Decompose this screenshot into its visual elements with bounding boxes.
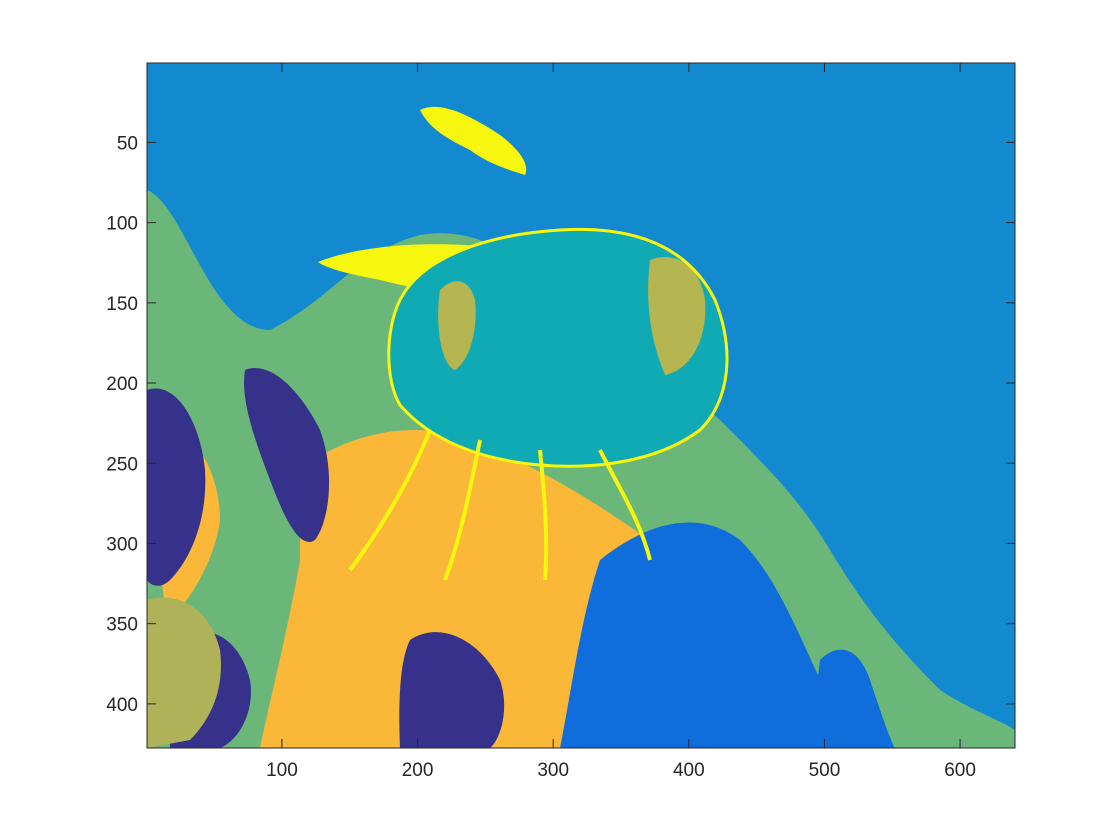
bee-antenna xyxy=(420,106,527,175)
segmented-image xyxy=(147,63,1015,748)
bee-outline xyxy=(387,227,729,468)
y-tick-label: 250 xyxy=(106,454,138,475)
bee-body xyxy=(388,229,727,467)
dark-petals-1 xyxy=(147,388,206,586)
x-tick-label: 400 xyxy=(673,760,705,781)
y-tick-label: 300 xyxy=(106,534,138,555)
x-tick-label: 100 xyxy=(266,760,298,781)
x-axis: 100 200 300 400 500 600 xyxy=(266,63,976,781)
axes-box xyxy=(146,62,1016,749)
dark-petals-2 xyxy=(244,368,330,542)
y-axis: 50 100 150 200 250 300 350 400 xyxy=(106,133,1015,716)
y-tick-label: 150 xyxy=(106,294,138,315)
y-tick-label: 100 xyxy=(106,214,138,235)
bee-thorax-shadow xyxy=(438,281,476,370)
y-tick-label: 350 xyxy=(106,615,138,636)
blue-petals xyxy=(560,522,880,748)
olive-patch xyxy=(147,597,221,748)
x-tick-label: 600 xyxy=(944,760,976,781)
bee-legs xyxy=(348,429,652,581)
x-tick-label: 500 xyxy=(809,760,841,781)
y-tick-label: 50 xyxy=(117,133,138,154)
y-tick-label: 200 xyxy=(106,374,138,395)
y-tick-label: 400 xyxy=(106,695,138,716)
dark-petals-4 xyxy=(399,632,505,748)
bee-head xyxy=(648,256,706,375)
x-tick-label: 200 xyxy=(402,760,434,781)
x-tick-label: 300 xyxy=(537,760,569,781)
blue-petals-right xyxy=(810,649,895,748)
